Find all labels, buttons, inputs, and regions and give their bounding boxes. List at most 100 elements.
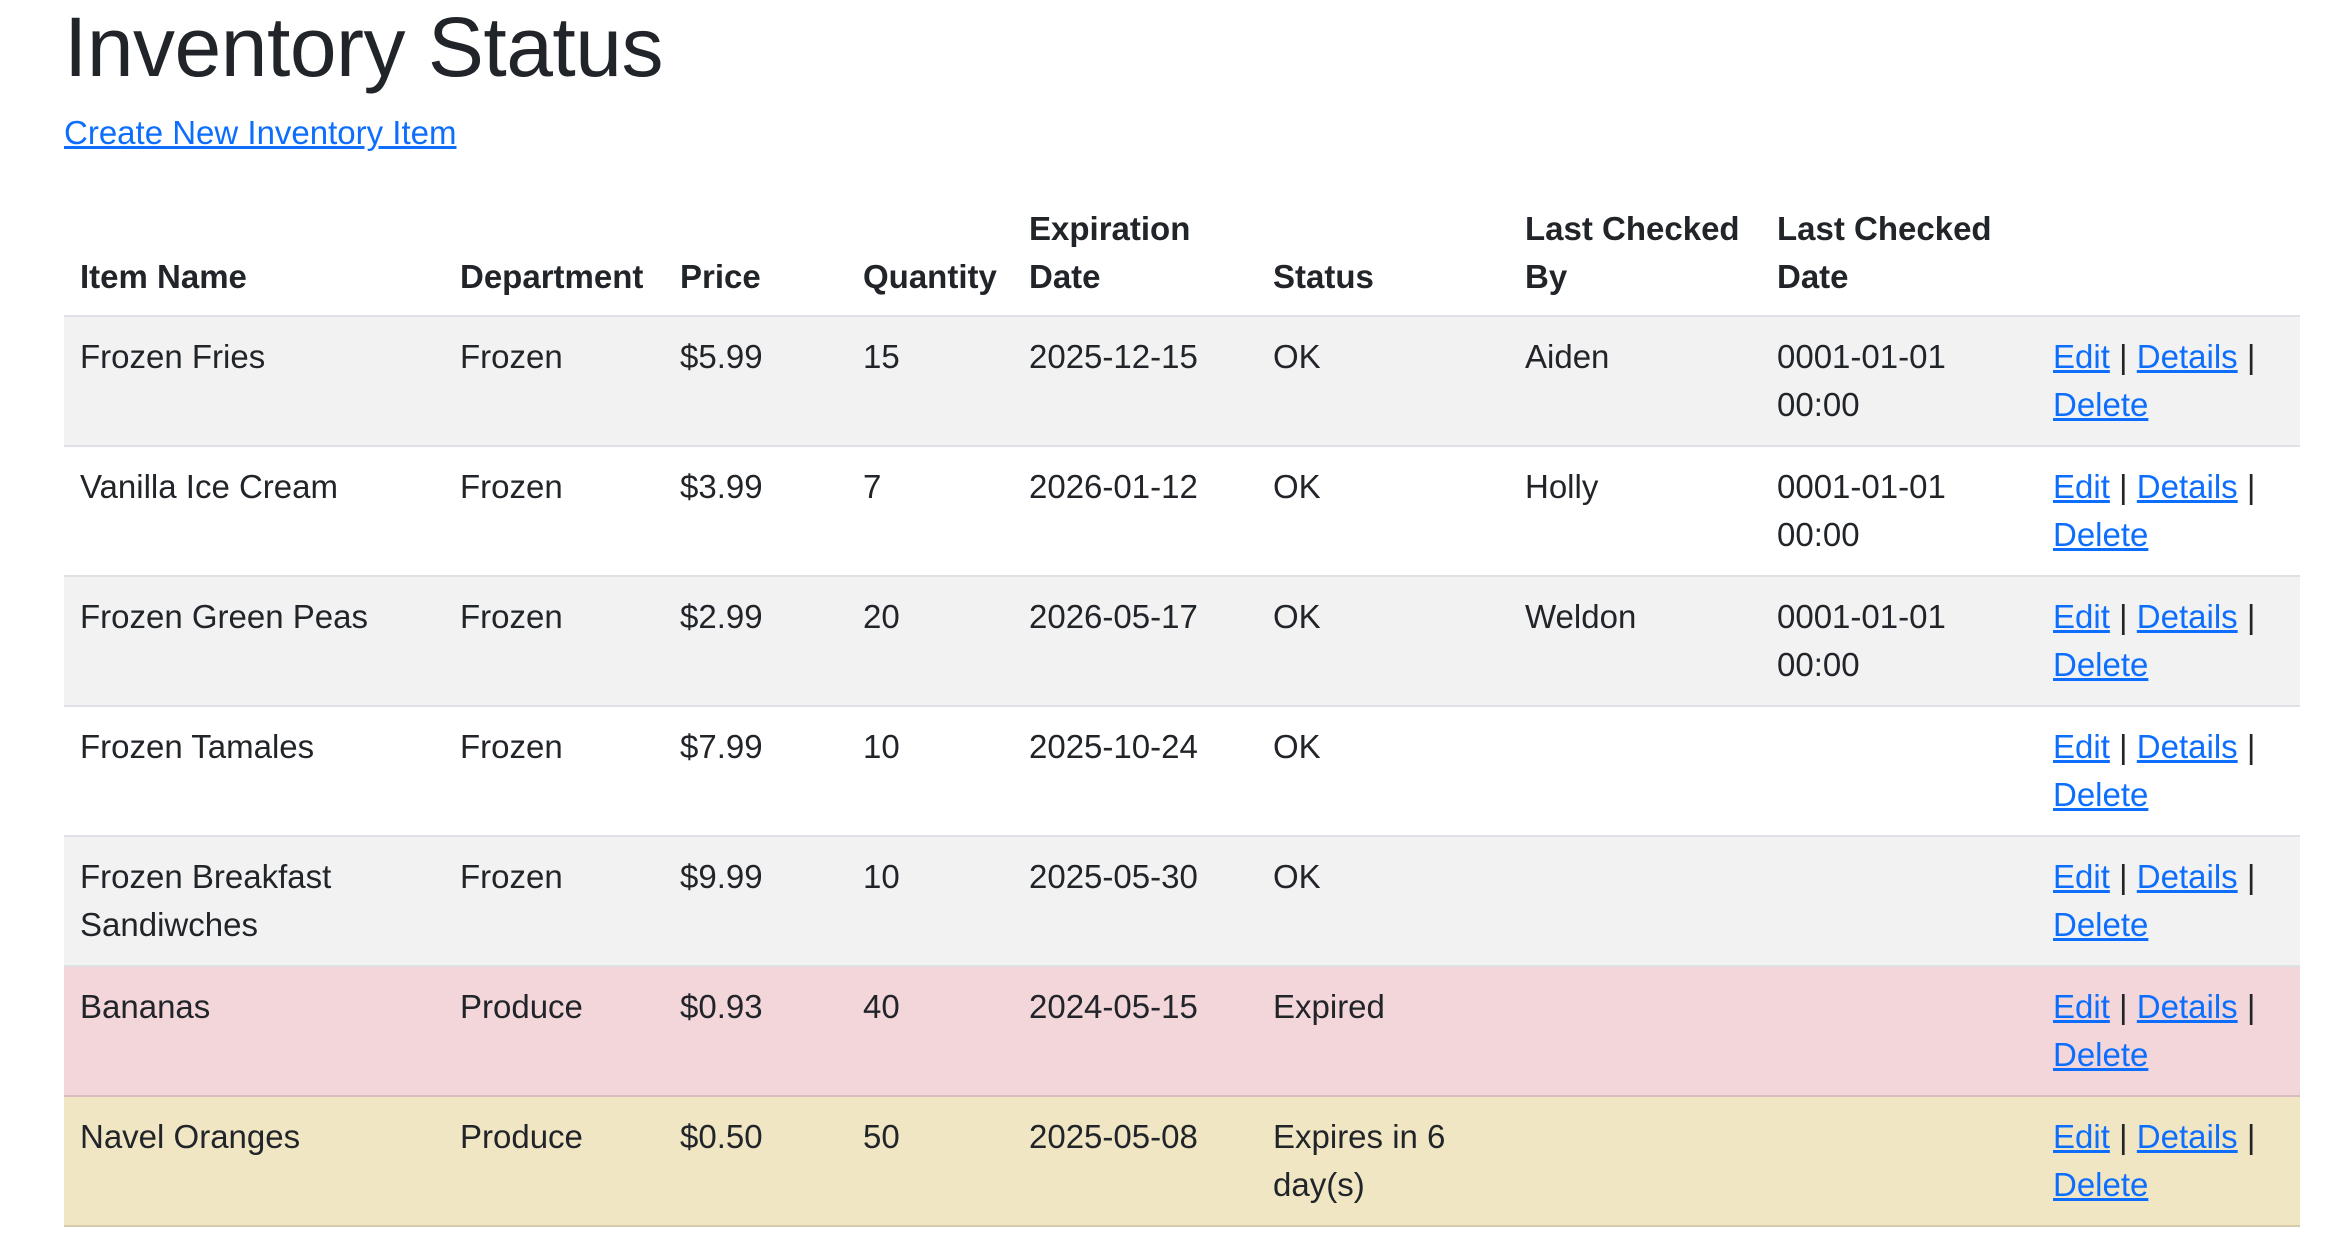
cell-quantity: 7	[847, 446, 1013, 577]
delete-link[interactable]: Delete	[2053, 1166, 2149, 1203]
cell-last-checked-date: 0001-01-01 00:00	[1761, 576, 2037, 707]
action-separator: |	[2119, 858, 2128, 895]
cell-actions: Edit | Details | Delete	[2037, 316, 2300, 447]
cell-status: Expires in 6 day(s)	[1257, 1096, 1509, 1227]
cell-expiration-date: 2025-05-08	[1013, 1096, 1257, 1227]
cell-department: Frozen	[444, 316, 664, 447]
edit-link[interactable]: Edit	[2053, 858, 2110, 895]
cell-department: Frozen	[444, 706, 664, 837]
cell-status: OK	[1257, 706, 1509, 837]
action-separator: |	[2246, 728, 2256, 765]
cell-item-name: Navel Oranges	[64, 1096, 444, 1227]
cell-price: $0.93	[664, 966, 847, 1097]
details-link[interactable]: Details	[2136, 988, 2238, 1025]
cell-last-checked-date	[1761, 966, 2037, 1097]
cell-item-name: Bananas	[64, 966, 444, 1097]
table-row: Frozen Breakfast Sandiwches Frozen $9.99…	[64, 836, 2300, 967]
delete-link[interactable]: Delete	[2053, 1036, 2149, 1073]
edit-link[interactable]: Edit	[2053, 598, 2110, 635]
header-department: Department	[444, 197, 664, 317]
cell-quantity: 15	[847, 316, 1013, 447]
cell-status: Expired	[1257, 966, 1509, 1097]
cell-status: OK	[1257, 576, 1509, 707]
details-link[interactable]: Details	[2136, 858, 2238, 895]
cell-expiration-date: 2025-12-15	[1013, 316, 1257, 447]
header-actions	[2037, 197, 2300, 317]
edit-link[interactable]: Edit	[2053, 338, 2110, 375]
action-separator: |	[2246, 1118, 2256, 1155]
cell-last-checked-date	[1761, 706, 2037, 837]
cell-last-checked-by	[1509, 966, 1761, 1097]
delete-link[interactable]: Delete	[2053, 646, 2149, 683]
cell-last-checked-by: Holly	[1509, 446, 1761, 577]
header-expiration-date: Expiration Date	[1013, 197, 1257, 317]
create-new-item-link[interactable]: Create New Inventory Item	[64, 114, 457, 151]
details-link[interactable]: Details	[2136, 728, 2238, 765]
cell-expiration-date: 2025-10-24	[1013, 706, 1257, 837]
cell-last-checked-by: Aiden	[1509, 316, 1761, 447]
table-row: Navel Oranges Produce $0.50 50 2025-05-0…	[64, 1096, 2300, 1227]
details-link[interactable]: Details	[2136, 598, 2238, 635]
cell-price: $0.50	[664, 1096, 847, 1227]
action-separator: |	[2246, 468, 2256, 505]
cell-last-checked-by	[1509, 836, 1761, 967]
details-link[interactable]: Details	[2136, 1118, 2238, 1155]
header-quantity: Quantity	[847, 197, 1013, 317]
details-link[interactable]: Details	[2136, 338, 2238, 375]
cell-quantity: 50	[847, 1096, 1013, 1227]
action-separator: |	[2119, 468, 2128, 505]
action-separator: |	[2246, 858, 2256, 895]
edit-link[interactable]: Edit	[2053, 468, 2110, 505]
cell-price: $2.99	[664, 576, 847, 707]
delete-link[interactable]: Delete	[2053, 906, 2149, 943]
edit-link[interactable]: Edit	[2053, 728, 2110, 765]
action-separator: |	[2119, 1118, 2128, 1155]
action-separator: |	[2246, 988, 2256, 1025]
cell-quantity: 10	[847, 706, 1013, 837]
cell-last-checked-by	[1509, 706, 1761, 837]
cell-actions: Edit | Details | Delete	[2037, 836, 2300, 967]
header-last-checked-date: Last Checked Date	[1761, 197, 2037, 317]
action-separator: |	[2119, 598, 2128, 635]
cell-actions: Edit | Details | Delete	[2037, 706, 2300, 837]
cell-price: $9.99	[664, 836, 847, 967]
header-price: Price	[664, 197, 847, 317]
delete-link[interactable]: Delete	[2053, 386, 2149, 423]
details-link[interactable]: Details	[2136, 468, 2238, 505]
cell-actions: Edit | Details | Delete	[2037, 576, 2300, 707]
cell-last-checked-date	[1761, 1096, 2037, 1227]
cell-price: $7.99	[664, 706, 847, 837]
edit-link[interactable]: Edit	[2053, 988, 2110, 1025]
cell-quantity: 40	[847, 966, 1013, 1097]
header-item-name: Item Name	[64, 197, 444, 317]
action-separator: |	[2119, 338, 2128, 375]
table-row: Vanilla Ice Cream Frozen $3.99 7 2026-01…	[64, 446, 2300, 577]
table-row: Frozen Green Peas Frozen $2.99 20 2026-0…	[64, 576, 2300, 707]
cell-department: Produce	[444, 966, 664, 1097]
cell-department: Frozen	[444, 836, 664, 967]
delete-link[interactable]: Delete	[2053, 776, 2149, 813]
cell-expiration-date: 2025-05-30	[1013, 836, 1257, 967]
action-separator: |	[2246, 598, 2256, 635]
cell-last-checked-date	[1761, 836, 2037, 967]
cell-status: OK	[1257, 836, 1509, 967]
edit-link[interactable]: Edit	[2053, 1118, 2110, 1155]
delete-link[interactable]: Delete	[2053, 516, 2149, 553]
page-title: Inventory Status	[64, 0, 664, 94]
cell-actions: Edit | Details | Delete	[2037, 966, 2300, 1097]
table-header-row: Item Name Department Price Quantity Expi…	[64, 197, 2300, 317]
cell-item-name: Frozen Breakfast Sandiwches	[64, 836, 444, 967]
cell-status: OK	[1257, 446, 1509, 577]
cell-last-checked-by: Weldon	[1509, 576, 1761, 707]
cell-item-name: Frozen Fries	[64, 316, 444, 447]
cell-last-checked-by	[1509, 1096, 1761, 1227]
table-body: Frozen Fries Frozen $5.99 15 2025-12-15 …	[64, 316, 2300, 1227]
header-status: Status	[1257, 197, 1509, 317]
cell-department: Frozen	[444, 576, 664, 707]
cell-last-checked-date: 0001-01-01 00:00	[1761, 446, 2037, 577]
cell-price: $3.99	[664, 446, 847, 577]
cell-department: Frozen	[444, 446, 664, 577]
action-separator: |	[2119, 988, 2128, 1025]
header-last-checked-by: Last Checked By	[1509, 197, 1761, 317]
action-separator: |	[2119, 728, 2128, 765]
